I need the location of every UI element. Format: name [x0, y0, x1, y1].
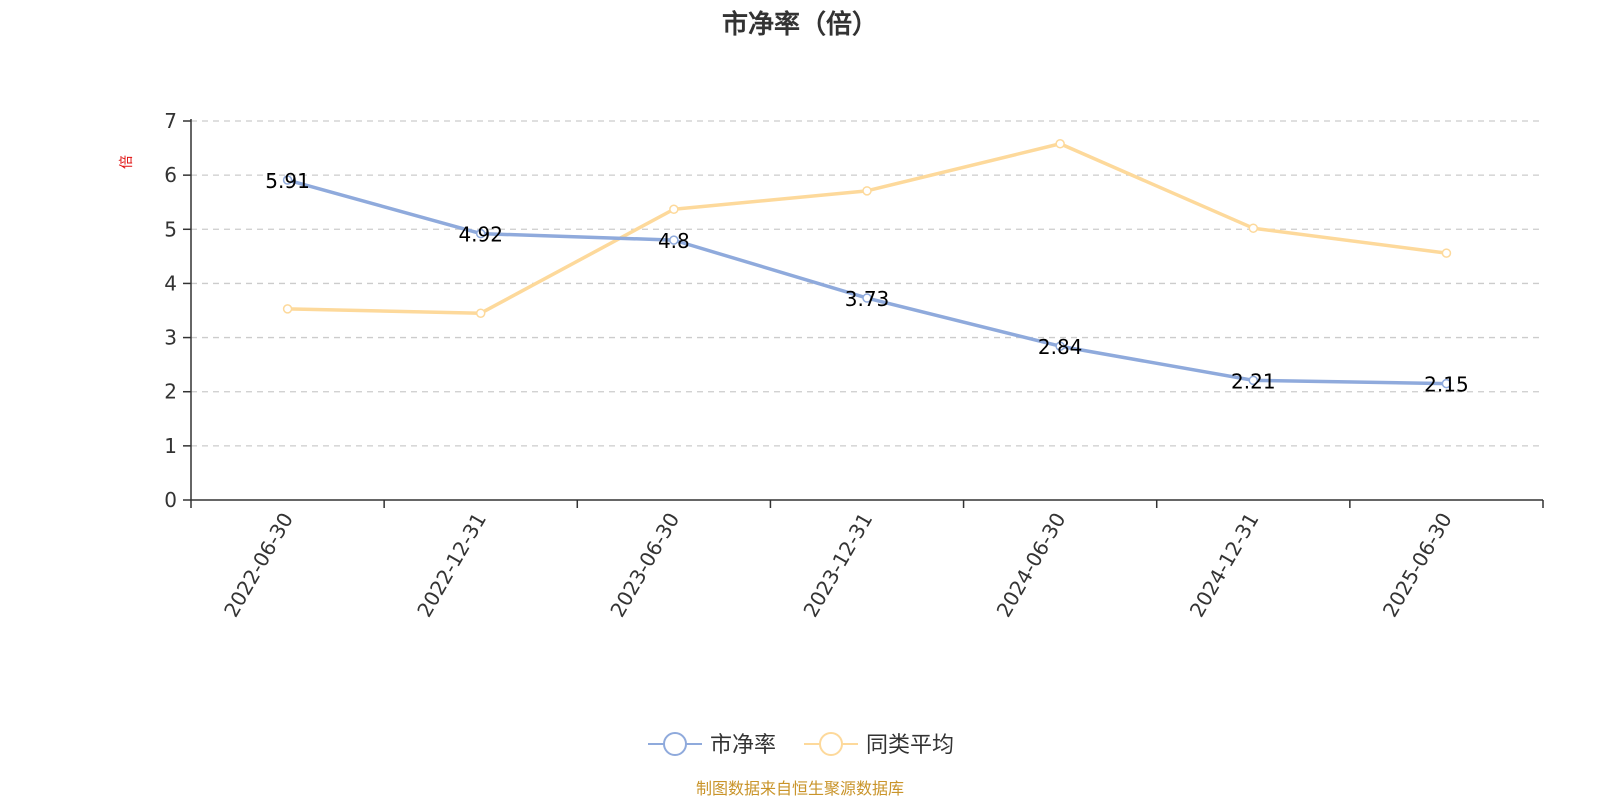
data-point[interactable]: [1441, 248, 1452, 258]
y-axis-label: 倍: [119, 155, 135, 169]
legend-marker: [663, 732, 687, 756]
data-source-note: 制图数据来自恒生聚源数据库: [696, 779, 904, 798]
y-tick-label: 2: [164, 380, 177, 404]
data-point[interactable]: [669, 235, 679, 245]
x-tick-label: 2022-12-31: [412, 509, 491, 622]
series-pb-ratio: [282, 175, 1452, 389]
x-tick-label: 2024-06-30: [992, 509, 1071, 622]
legend[interactable]: 市净率 同类平均: [648, 732, 954, 758]
legend-item-peer-average[interactable]: 同类平均: [804, 732, 954, 758]
data-label: 2.21: [1231, 369, 1276, 393]
legend-label: 市净率: [710, 733, 776, 758]
y-tick-label: 3: [164, 326, 177, 350]
data-point[interactable]: [669, 204, 679, 215]
y-tick-label: 1: [164, 434, 177, 458]
legend-label: 同类平均: [866, 733, 954, 758]
data-label: 2.84: [1038, 335, 1083, 359]
y-tick-label: 6: [164, 163, 177, 187]
legend-marker: [819, 732, 843, 756]
data-label: 4.92: [458, 223, 503, 247]
y-tick-label: 5: [164, 217, 177, 241]
y-tick-label: 4: [164, 271, 177, 295]
data-point[interactable]: [1441, 378, 1452, 389]
y-tick-label: 7: [164, 109, 177, 133]
data-point[interactable]: [1055, 341, 1065, 351]
data-point[interactable]: [475, 228, 486, 239]
data-point[interactable]: [282, 304, 293, 314]
data-point[interactable]: [1248, 223, 1259, 233]
y-tick-label: 0: [164, 488, 177, 512]
data-point[interactable]: [862, 293, 872, 303]
axes: 0 1 2 3 4 5 6 7 2022-06-30 2022-12-31 2023-06-30 20…: [164, 109, 1544, 622]
data-label: 2.15: [1424, 373, 1469, 397]
data-label: 3.73: [845, 287, 890, 311]
series-layer: [282, 138, 1452, 389]
series-line: [287, 178, 1447, 386]
data-point[interactable]: [475, 308, 486, 318]
data-point[interactable]: [862, 186, 872, 196]
data-labels: 5.91 4.92 4.8 3.73 2.84 2.21 2.15: [265, 169, 1468, 397]
data-label: 5.91: [265, 169, 310, 193]
x-tick-label: 2023-06-30: [605, 509, 684, 622]
legend-item-pb-ratio[interactable]: 市净率: [648, 732, 776, 758]
x-tick-label: 2025-06-30: [1378, 509, 1457, 622]
x-tick-label: 2023-12-31: [798, 509, 877, 622]
x-tick-label: 2024-12-31: [1185, 509, 1264, 622]
x-tick-label: 2022-06-30: [219, 509, 298, 622]
data-label: 4.8: [658, 229, 690, 253]
data-point[interactable]: [282, 175, 293, 185]
gridlines: [191, 120, 1543, 447]
data-point[interactable]: [1248, 375, 1259, 386]
series-peer-average: [282, 138, 1452, 318]
chart-title: 市净率（倍）: [722, 9, 878, 40]
data-point[interactable]: [1055, 138, 1065, 149]
